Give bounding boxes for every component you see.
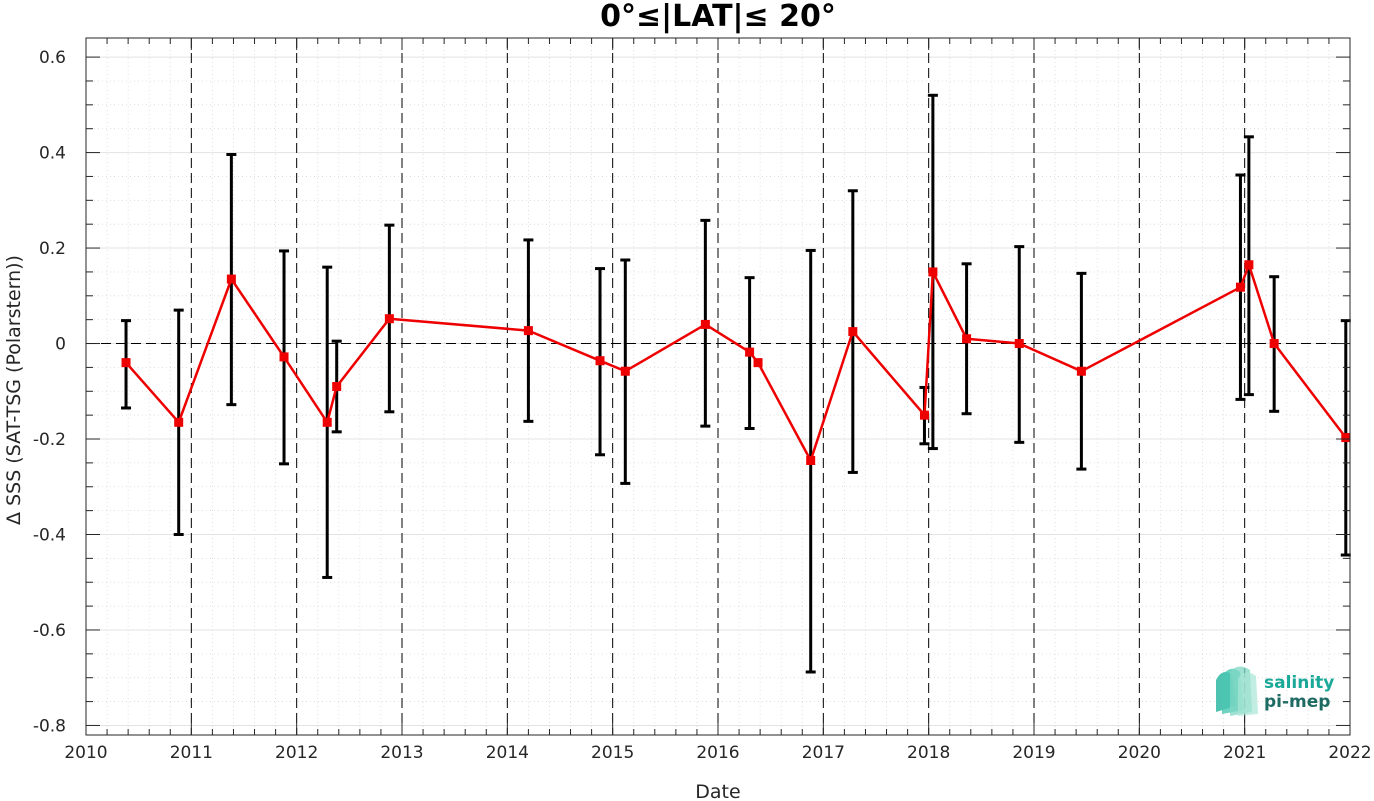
data-point-marker [121,358,131,368]
data-point-marker [384,314,394,324]
data-point-marker [1244,260,1254,270]
x-tick-label: 2014 [486,743,529,763]
data-point-marker [523,326,533,336]
data-point-marker [332,382,342,391]
y-tick-label: 0 [55,335,66,355]
y-axis-label: Δ SSS (SAT-TSG (Polarstern)) [3,255,25,525]
x-tick-labels: 2010 2011 2012 2013 2014 2015 2016 2017 2018 2019… [64,743,1371,763]
data-point-marker [595,356,605,366]
y-tick-label: -0.8 [33,716,66,736]
x-tick-label: 2019 [1012,743,1055,763]
data-point-marker [322,417,332,427]
markers [121,260,1351,465]
x-tick-label: 2021 [1223,743,1266,763]
data-point-marker [226,274,236,284]
x-tick-label: 2010 [64,743,107,763]
data-point-marker [753,358,763,368]
data-point-marker [745,347,755,357]
data-point-marker [1341,433,1351,443]
x-tick-label: 2013 [380,743,423,763]
y-tick-labels: -0.8 -0.6 -0.4 -0.2 0 0.2 0.4 0.6 [33,48,66,736]
data-point-marker [1269,339,1279,349]
y-tick-label: -0.2 [33,430,66,450]
x-tick-label: 2017 [802,743,845,763]
data-point-marker [919,410,929,420]
data-point-marker [279,352,289,362]
x-tick-label: 2020 [1118,743,1161,763]
series-line [125,263,1347,462]
errorbars [121,93,1351,674]
y-tick-label: -0.4 [33,525,66,545]
data-point-marker [1076,366,1086,376]
x-tick-label: 2012 [275,743,318,763]
chart-title: 0°≤|LAT|≤ 20° [600,0,836,34]
y-tick-label: -0.6 [33,621,66,641]
data-point-marker [806,455,816,465]
logo-text-pi-mep: pi-mep [1264,692,1330,712]
data-point-marker [1235,282,1245,292]
y-tick-label: 0.6 [39,48,66,68]
data-point-marker [928,267,938,277]
data-point-marker [1014,339,1024,349]
data-point-marker [620,366,630,376]
x-axis-label: Date [695,781,740,801]
x-tick-label: 2016 [696,743,739,763]
y-tick-label: 0.4 [39,144,66,164]
x-tick-label: 2018 [907,743,950,763]
x-tick-label: 2011 [170,743,213,763]
x-tick-label: 2022 [1328,743,1371,763]
data-point-marker [700,319,710,329]
logo-text-salinity: salinity [1264,673,1334,693]
y-tick-label: 0.2 [39,239,66,259]
data-point-marker [962,334,972,344]
axis-ticks [85,38,1351,735]
x-tick-label: 2015 [591,743,634,763]
data-point-marker [848,327,858,337]
data-point-marker [174,417,184,427]
logo-waves-icon [1216,666,1258,716]
salinity-pi-mep-logo: salinity pi-mep [1216,666,1334,716]
